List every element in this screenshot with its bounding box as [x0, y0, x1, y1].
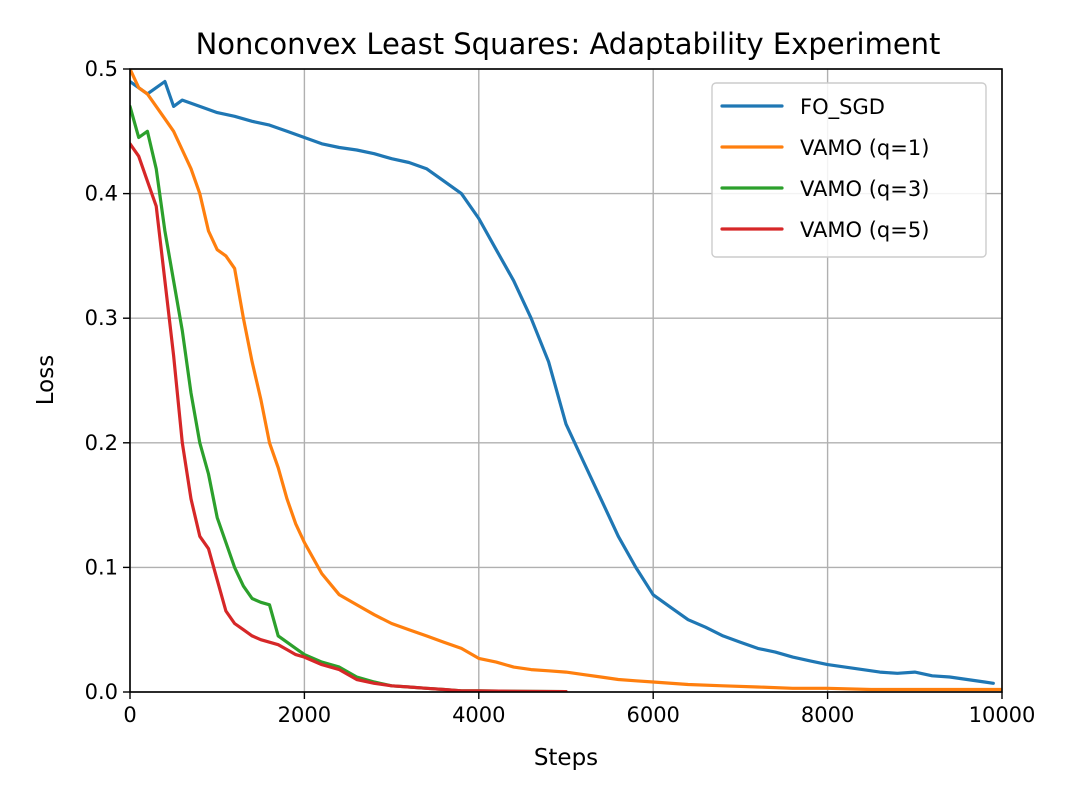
y-axis-label: Loss [33, 355, 59, 405]
series-lines [130, 69, 1002, 692]
y-tick-label: 0.0 [85, 680, 118, 704]
legend-label: VAMO (q=3) [800, 177, 929, 201]
series-line-fo-sgd [130, 79, 995, 685]
y-tick-label: 0.4 [85, 182, 118, 206]
x-tick-label: 2000 [278, 703, 331, 727]
y-tick-label: 0.1 [85, 555, 118, 579]
x-tick-label: 0 [123, 703, 136, 727]
series-line-vamo-q-1 [130, 69, 1002, 692]
x-tick-label: 10000 [969, 703, 1036, 727]
x-tick-label: 6000 [626, 703, 679, 727]
x-tick-label: 8000 [801, 703, 854, 727]
legend-box [711, 82, 987, 258]
legend-label: FO_SGD [800, 95, 885, 120]
y-tick-label: 0.3 [85, 306, 118, 330]
series-line-vamo-q-5 [130, 142, 568, 692]
chart-title: Nonconvex Least Squares: Adaptability Ex… [196, 27, 941, 61]
legend: FO_SGD VAMO (q=1) VAMO (q=3) VAMO (q=5) [711, 82, 987, 258]
legend-label: VAMO (q=1) [800, 136, 929, 160]
x-axis-label: Steps [534, 745, 598, 771]
axis-ticks: 0 2000 4000 6000 8000 10000 0.0 0.1 0.2 0.3 0.4 0.5 [85, 57, 1036, 727]
y-tick-label: 0.2 [85, 431, 118, 455]
legend-label: VAMO (q=5) [800, 218, 929, 242]
plot-frame [129, 68, 1003, 693]
y-tick-label: 0.5 [85, 57, 118, 81]
x-tick-label: 4000 [452, 703, 505, 727]
